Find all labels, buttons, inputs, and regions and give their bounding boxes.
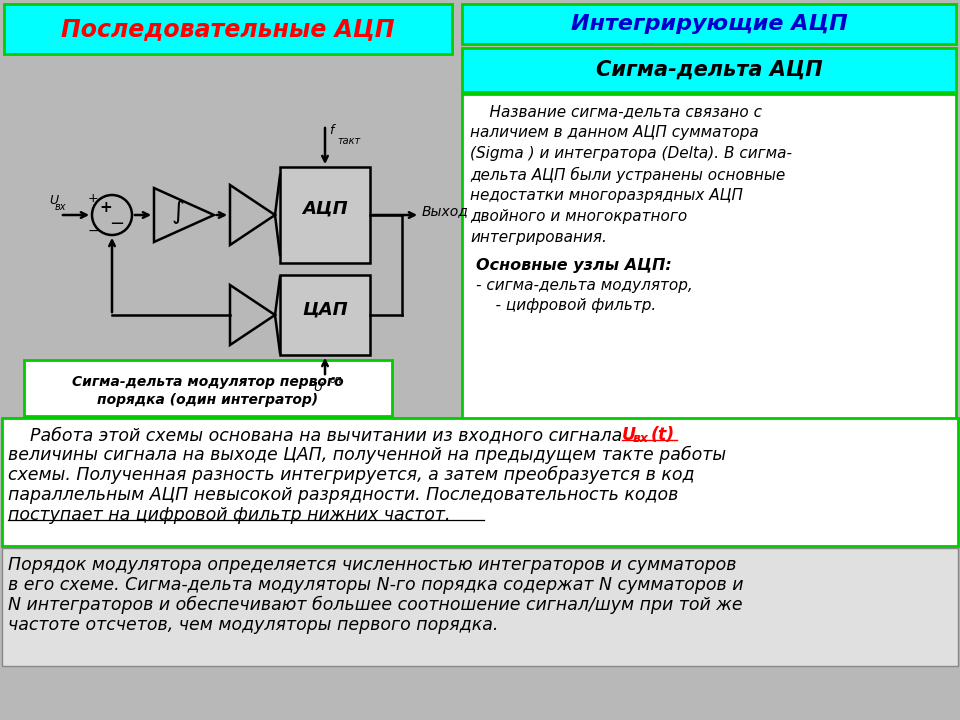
Text: вх: вх [633,432,649,445]
FancyBboxPatch shape [2,548,958,666]
Text: Последовательные АЦП: Последовательные АЦП [61,17,395,41]
Text: вх: вх [55,202,66,212]
FancyBboxPatch shape [462,48,956,92]
Text: Сигма-дельта АЦП: Сигма-дельта АЦП [595,60,823,80]
Text: такт: такт [337,136,360,146]
Text: в его схеме. Сигма-дельта модуляторы N-го порядка содержат N сумматоров и: в его схеме. Сигма-дельта модуляторы N-г… [8,576,743,594]
Text: (t): (t) [651,426,675,444]
Text: недостатки многоразрядных АЦП: недостатки многоразрядных АЦП [470,188,743,203]
Text: Основные узлы АЦП:: Основные узлы АЦП: [476,258,672,273]
Text: f: f [329,125,333,138]
Text: (Sigma ) и интегратора (Delta). В сигма-: (Sigma ) и интегратора (Delta). В сигма- [470,146,792,161]
Text: U: U [49,194,58,207]
Text: двойного и многократного: двойного и многократного [470,209,687,224]
Text: ЦАП: ЦАП [302,301,348,319]
FancyBboxPatch shape [280,275,370,355]
FancyBboxPatch shape [4,4,452,54]
Text: интегрирования.: интегрирования. [470,230,607,245]
Text: U: U [622,426,636,444]
Text: Порядок модулятора определяется численностью интеграторов и сумматоров: Порядок модулятора определяется численно… [8,556,736,574]
Text: величины сигнала на выходе ЦАП, полученной на предыдущем такте работы: величины сигнала на выходе ЦАП, полученн… [8,446,726,464]
Text: U: U [313,381,322,394]
Text: АЦП: АЦП [302,200,348,218]
Text: - сигма-дельта модулятор,: - сигма-дельта модулятор, [476,278,693,293]
Text: +: + [100,200,112,215]
FancyBboxPatch shape [280,167,370,263]
Text: Работа этой схемы основана на вычитании из входного сигнала: Работа этой схемы основана на вычитании … [8,426,628,444]
Text: - цифровой фильтр.: - цифровой фильтр. [476,298,657,313]
FancyBboxPatch shape [24,360,392,416]
Text: оп: оп [330,375,343,385]
FancyBboxPatch shape [462,94,956,426]
FancyBboxPatch shape [462,4,956,44]
Text: порядка (один интегратор): порядка (один интегратор) [97,393,319,407]
Text: частоте отсчетов, чем модуляторы первого порядка.: частоте отсчетов, чем модуляторы первого… [8,616,498,634]
FancyBboxPatch shape [2,418,958,546]
Text: +: + [87,192,98,205]
Text: дельта АЦП были устранены основные: дельта АЦП были устранены основные [470,167,785,183]
Text: −: − [109,215,125,233]
Text: Выход: Выход [422,204,468,218]
Text: схемы. Полученная разность интегрируется, а затем преобразуется в код: схемы. Полученная разность интегрируется… [8,466,694,485]
Text: Название сигма-дельта связано с: Название сигма-дельта связано с [470,104,762,119]
Text: параллельным АЦП невысокой разрядности. Последовательность кодов: параллельным АЦП невысокой разрядности. … [8,486,679,504]
Text: ∫: ∫ [172,200,184,224]
Text: N интеграторов и обеспечивают большее соотношение сигнал/шум при той же: N интеграторов и обеспечивают большее со… [8,596,743,614]
Text: поступает на цифровой фильтр нижних частот.: поступает на цифровой фильтр нижних част… [8,506,450,524]
Text: наличием в данном АЦП сумматора: наличием в данном АЦП сумматора [470,125,758,140]
Text: Интегрирующие АЦП: Интегрирующие АЦП [570,14,848,34]
Text: Сигма-дельта модулятор первого: Сигма-дельта модулятор первого [72,375,344,389]
Text: −: − [87,224,99,238]
